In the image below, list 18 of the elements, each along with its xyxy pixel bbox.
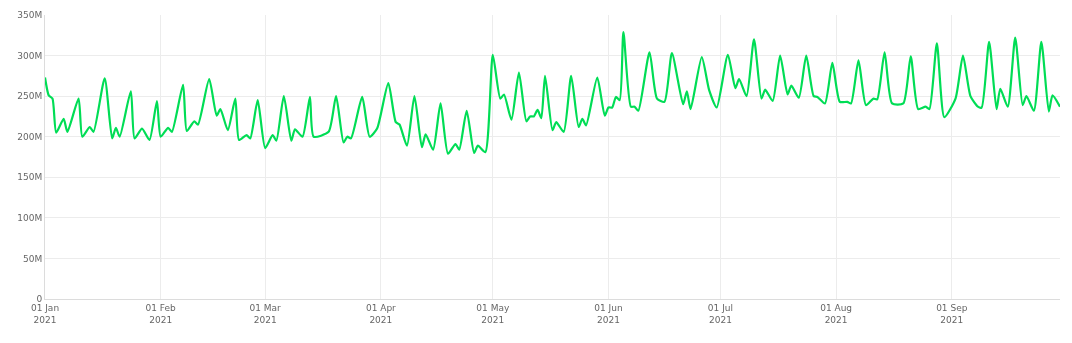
x-tick-label: 01 Feb 2021 (145, 302, 177, 325)
x-tick-label: 01 May 2021 (476, 302, 510, 325)
y-tick-label: 200M (17, 131, 43, 142)
line-series (45, 30, 1060, 155)
y-tick-label: 150M (17, 172, 43, 183)
y-tick-label: 350M (17, 10, 43, 21)
x-tick-label: 01 Sep 2021 (936, 302, 968, 325)
x-tick-label: 01 Jul 2021 (707, 302, 734, 325)
y-tick-label: 0 (36, 294, 43, 305)
x-tick-label: 01 Jan 2021 (30, 302, 60, 325)
x-tick-label: 01 Apr 2021 (365, 302, 397, 325)
y-tick-label: 100M (17, 213, 43, 224)
y-tick-label: 250M (17, 91, 43, 102)
x-tick-label: 01 Mar 2021 (249, 302, 282, 325)
y-tick-label: 300M (17, 50, 43, 61)
x-tick-label: 01 Jun 2021 (594, 302, 623, 325)
y-tick-label: 50M (22, 253, 43, 264)
x-tick-label: 01 Aug 2021 (820, 302, 853, 325)
